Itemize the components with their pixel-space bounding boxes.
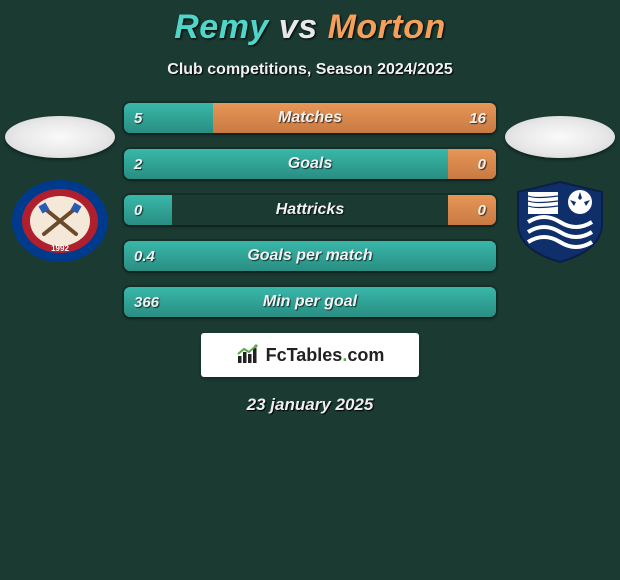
right-player-badges: [500, 116, 620, 264]
bar-left-fill: [124, 287, 496, 317]
bar-left-fill: [124, 149, 496, 179]
player-silhouette-left: [5, 116, 115, 158]
bar-right-fill: [448, 149, 496, 179]
player2-name: Morton: [328, 8, 446, 46]
stat-row: Hattricks00: [124, 195, 496, 225]
bar-right-fill: [448, 195, 496, 225]
stat-row: Goals20: [124, 149, 496, 179]
player-silhouette-right: [505, 116, 615, 158]
stat-label: Hattricks: [124, 195, 496, 225]
subtitle: Club competitions, Season 2024/2025: [0, 61, 620, 79]
left-player-badges: 1992: [0, 116, 120, 264]
bar-left-fill: [124, 103, 213, 133]
club-crest-left: 1992: [10, 178, 110, 264]
date-text: 23 january 2025: [0, 395, 620, 415]
svg-text:1992: 1992: [51, 244, 69, 253]
bar-left-fill: [124, 195, 172, 225]
chart-icon: [236, 344, 262, 366]
stat-row: Goals per match0.4: [124, 241, 496, 271]
stat-row: Matches516: [124, 103, 496, 133]
stat-bars: Matches516 Goals20 Hattricks00 Goals per ma…: [124, 103, 496, 317]
bar-right-fill: [213, 103, 496, 133]
brand-badge: FcTables.com: [201, 333, 419, 377]
player1-name: Remy: [174, 8, 269, 46]
title-vs: vs: [279, 8, 318, 46]
stat-row: Min per goal366: [124, 287, 496, 317]
brand-text: FcTables.com: [266, 345, 385, 366]
comparison-title: Remy vs Morton: [0, 0, 620, 47]
brand-logo: FcTables.com: [236, 344, 385, 366]
bar-left-fill: [124, 241, 496, 271]
club-crest-right: [510, 178, 610, 264]
